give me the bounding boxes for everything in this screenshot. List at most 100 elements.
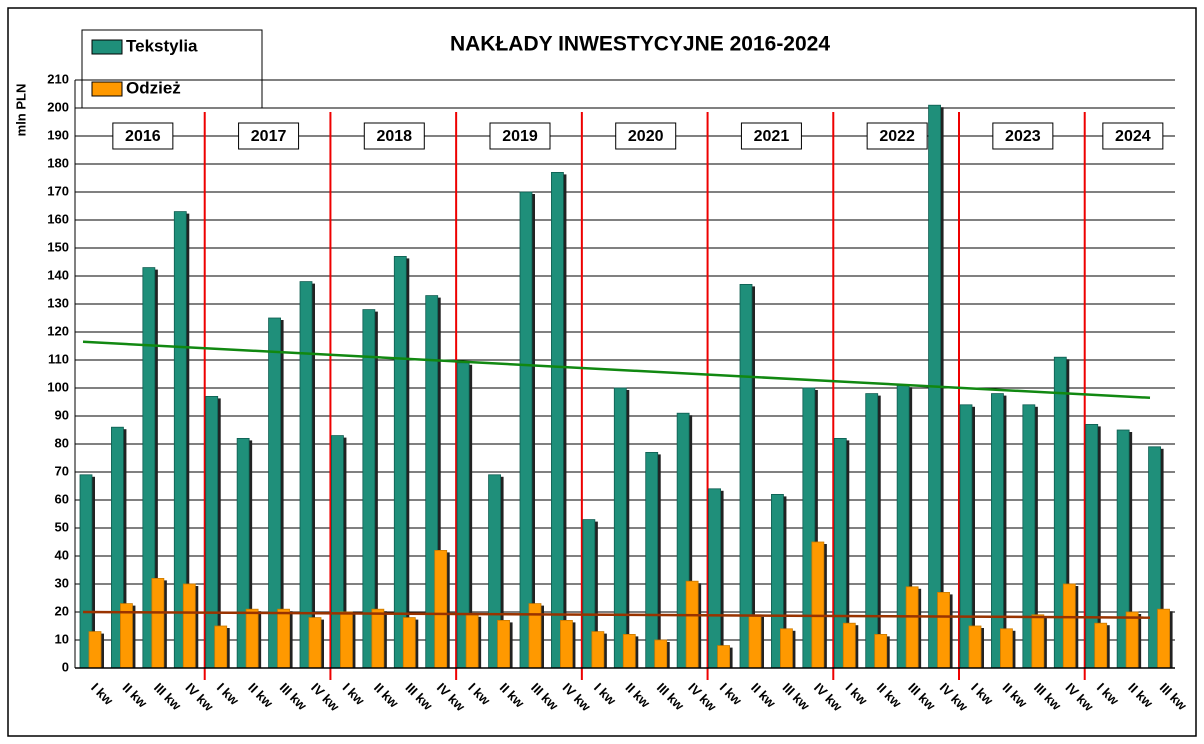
bar-shadow xyxy=(729,647,733,668)
bar-shadow xyxy=(909,387,913,668)
y-tick-label: 180 xyxy=(47,155,69,170)
bar-shadow xyxy=(186,213,190,668)
bar xyxy=(780,628,793,669)
bar-shadow xyxy=(635,636,639,668)
year-label: 2016 xyxy=(125,128,161,145)
bar xyxy=(88,631,102,669)
bar xyxy=(277,608,290,669)
bar-shadow xyxy=(532,194,535,668)
legend-label: Tekstylia xyxy=(126,36,198,55)
bar-shadow xyxy=(226,628,230,668)
bar-shadow xyxy=(352,614,356,668)
bar xyxy=(622,634,636,669)
year-box xyxy=(615,122,677,150)
y-tick-label: 140 xyxy=(47,267,69,282)
y-tick-label: 90 xyxy=(55,407,69,422)
bar-shadow xyxy=(698,583,702,668)
bar-shadow xyxy=(877,395,881,668)
bar-shadow xyxy=(949,594,953,668)
bar-shadow xyxy=(918,588,922,668)
bar xyxy=(654,639,668,669)
bar-shadow xyxy=(981,628,984,668)
year-label: 2021 xyxy=(754,128,790,145)
bar-shadow xyxy=(886,636,890,668)
bar-shadow xyxy=(1066,359,1070,668)
bar-shadow xyxy=(1138,614,1142,668)
bar-shadow xyxy=(563,174,567,668)
bar xyxy=(1157,608,1170,669)
bar xyxy=(1062,583,1076,669)
bar xyxy=(551,171,564,669)
legend-label: Odzież xyxy=(126,78,181,97)
bar xyxy=(519,191,533,669)
bar xyxy=(1000,628,1013,669)
y-tick-label: 100 xyxy=(47,379,69,394)
bar-shadow xyxy=(195,586,199,668)
bar-shadow xyxy=(855,625,859,668)
y-tick-label: 150 xyxy=(47,239,69,254)
y-tick-label: 160 xyxy=(47,211,69,226)
bar xyxy=(1094,622,1108,669)
bar-shadow xyxy=(657,454,661,668)
year-box xyxy=(740,122,802,150)
y-tick-label: 70 xyxy=(55,463,69,478)
bar xyxy=(685,580,699,669)
year-box xyxy=(363,122,425,150)
bar xyxy=(874,634,888,669)
bar-shadow xyxy=(1012,630,1016,668)
bar-shadow xyxy=(437,297,441,668)
bar xyxy=(182,583,196,669)
bar-shadow xyxy=(500,476,504,668)
y-axis-title: mln PLN xyxy=(13,84,28,137)
year-box xyxy=(866,122,928,150)
bar-shadow xyxy=(374,311,378,668)
y-tick-label: 10 xyxy=(55,631,69,646)
bar-shadow xyxy=(101,633,104,668)
bar-shadow xyxy=(289,611,293,668)
year-label: 2018 xyxy=(376,128,412,145)
bar-shadow xyxy=(217,398,221,668)
y-tick-label: 190 xyxy=(47,127,69,142)
year-label: 2017 xyxy=(251,128,287,145)
bar xyxy=(497,620,510,669)
bar-shadow xyxy=(92,476,95,668)
bar-shadow xyxy=(1097,426,1101,668)
bar-shadow xyxy=(626,390,630,668)
bar xyxy=(842,622,856,669)
bar xyxy=(645,451,659,669)
bar-shadow xyxy=(572,622,576,668)
bar xyxy=(245,608,259,669)
y-tick-label: 60 xyxy=(55,491,69,506)
year-label: 2022 xyxy=(879,128,915,145)
bar xyxy=(717,645,730,669)
bar-shadow xyxy=(406,258,410,668)
trend-line xyxy=(82,610,1151,619)
bar-shadow xyxy=(415,619,419,668)
bar-shadow xyxy=(1003,395,1007,668)
year-box xyxy=(489,122,551,150)
y-tick-label: 0 xyxy=(62,659,69,674)
y-tick-label: 30 xyxy=(55,575,69,590)
bar xyxy=(937,592,950,669)
bar-shadow xyxy=(132,605,136,668)
year-label: 2023 xyxy=(1005,128,1041,145)
bar-shadow xyxy=(312,283,315,668)
y-tick-label: 20 xyxy=(55,603,69,618)
bar-shadow xyxy=(603,633,607,668)
bar-shadow xyxy=(1075,586,1079,668)
year-label: 2020 xyxy=(628,128,664,145)
bar-shadow xyxy=(509,622,513,668)
bar-shadow xyxy=(163,580,167,668)
y-tick-label: 210 xyxy=(47,71,69,86)
bar-shadow xyxy=(280,320,284,668)
bar xyxy=(299,281,313,669)
year-box xyxy=(238,122,300,150)
bar-shadow xyxy=(823,544,827,668)
bar-shadow xyxy=(1129,432,1133,668)
bar xyxy=(434,550,448,669)
bar xyxy=(968,625,982,669)
bar-shadow xyxy=(814,390,818,668)
bar-shadow xyxy=(1043,616,1047,668)
legend-swatch xyxy=(91,81,123,97)
